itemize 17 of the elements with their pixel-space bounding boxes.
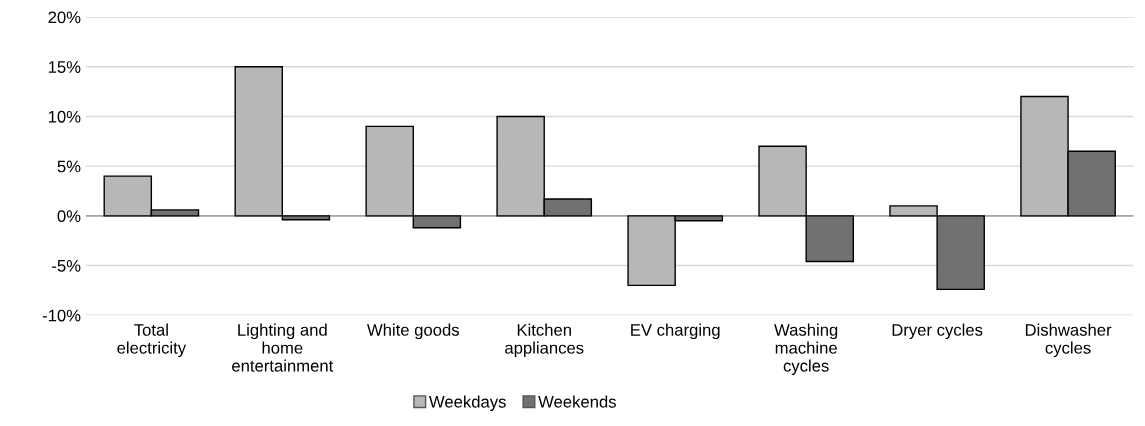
x-tick-label: White goods [367, 323, 459, 340]
y-tick-label: 5% [57, 160, 81, 173]
legend-label: Weekends [538, 395, 616, 408]
legend-label: Weekdays [429, 395, 506, 411]
y-tick-label: 15% [48, 61, 81, 73]
x-tick-label: Washing machine cycles [774, 323, 838, 376]
y-tick-label: 20% [48, 11, 81, 24]
y-tick-label: 10% [48, 110, 81, 123]
x-tick-label: Kitchen appliances [505, 323, 584, 358]
x-tick-label: Lighting and home entertainment [232, 323, 334, 372]
y-tick-label: -10% [42, 309, 81, 322]
x-tick-label: Dishwasher cycles [1025, 323, 1112, 358]
x-tick-label: EV charging [631, 323, 720, 340]
y-tick-label: -5% [52, 260, 81, 272]
x-tick-label: Total electricity [117, 323, 187, 358]
y-tick-label: 0% [57, 210, 81, 223]
x-tick-label: Dryer cycles [892, 323, 983, 340]
